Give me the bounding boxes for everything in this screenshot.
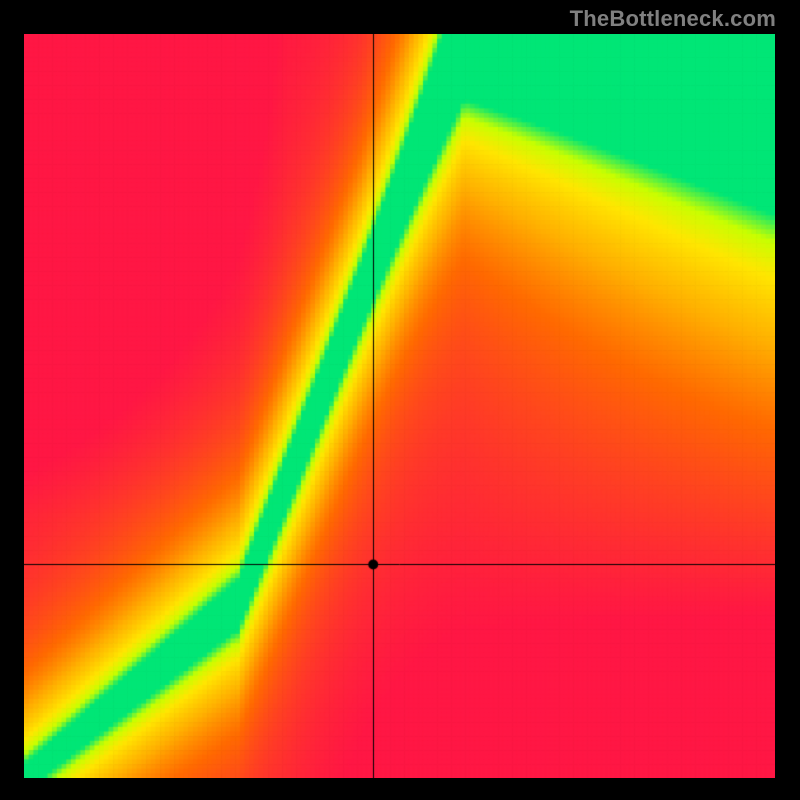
watermark: TheBottleneck.com (570, 6, 776, 32)
bottleneck-heatmap (24, 34, 775, 778)
chart-container: TheBottleneck.com (0, 0, 800, 800)
